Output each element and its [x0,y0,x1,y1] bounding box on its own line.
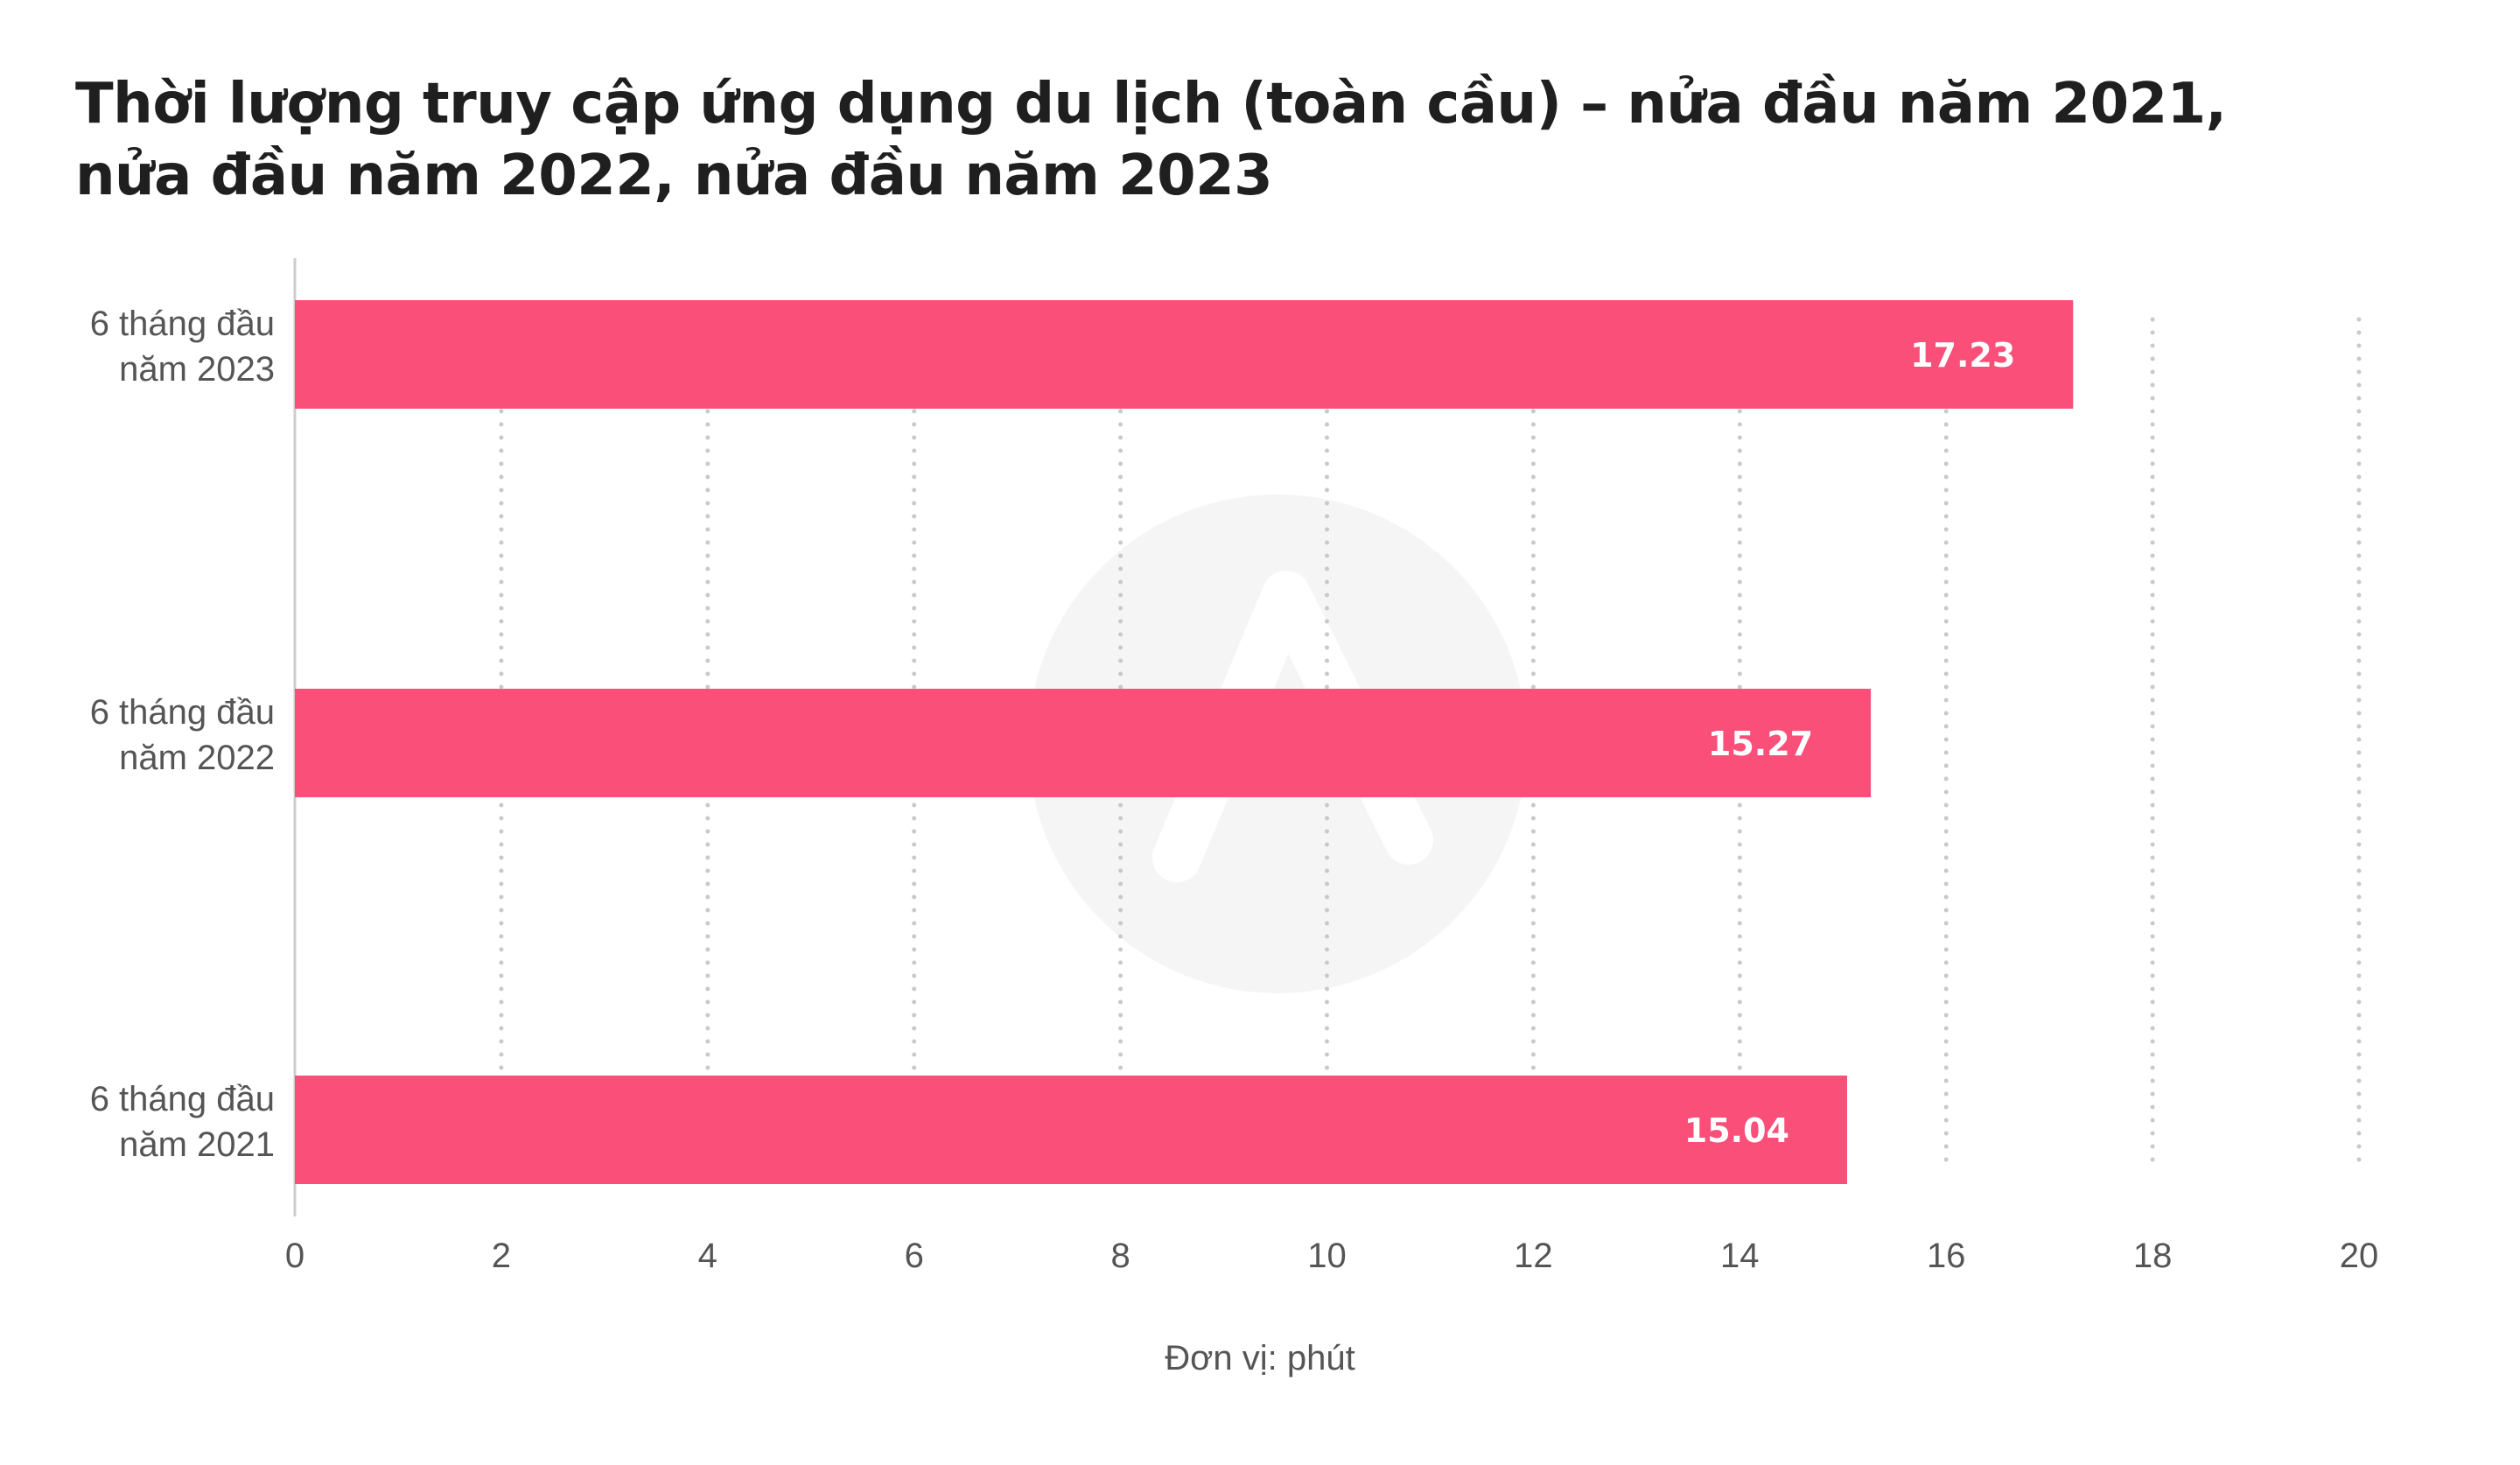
x-tick-label-20: 20 [2340,1237,2379,1275]
x-tick-label-2: 2 [492,1237,511,1275]
x-tick-labels: 0 2 4 6 8 10 12 14 16 18 20 [285,1237,2378,1275]
category-label-1: 6 tháng đầu năm 2022 [90,693,275,777]
bars [295,300,2074,1184]
x-tick-label-8: 8 [1110,1237,1130,1275]
bar-2 [295,1076,1847,1184]
bar-0 [295,300,2074,409]
x-tick-label-6: 6 [905,1237,924,1275]
bar-value-label-2: 15.04 [1684,1111,1789,1150]
chart-title: Thời lượng truy cập ứng dụng du lịch (to… [75,72,2227,208]
category-labels: 6 tháng đầu năm 2023 6 tháng đầu năm 2022 6 … [90,305,275,1164]
x-tick-label-16: 16 [1927,1237,1966,1275]
x-tick-label-10: 10 [1307,1237,1347,1275]
bar-value-label-1: 15.27 [1708,725,1813,763]
x-tick-label-12: 12 [1514,1237,1553,1275]
x-tick-label-14: 14 [1720,1237,1760,1275]
category-label-2: 6 tháng đầu năm 2021 [90,1080,275,1164]
bar-value-labels: 17.23 15.27 15.04 [1684,336,2016,1150]
x-tick-label-0: 0 [285,1237,304,1275]
x-tick-label-4: 4 [698,1237,718,1275]
bar-1 [295,689,1872,797]
x-axis-unit-label: Đơn vị: phút [1165,1339,1355,1377]
category-label-0: 6 tháng đầu năm 2023 [90,305,275,389]
x-tick-label-18: 18 [2133,1237,2173,1275]
bar-value-label-0: 17.23 [1910,336,2015,375]
